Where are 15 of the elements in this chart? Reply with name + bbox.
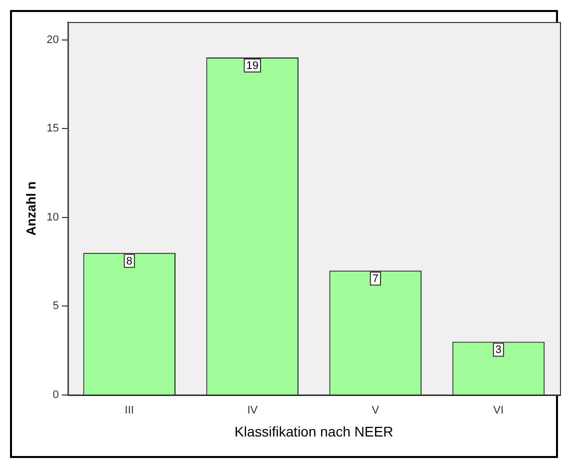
x-tick-label: III bbox=[124, 404, 134, 417]
data-label: 8 bbox=[126, 255, 132, 268]
y-tick-label: 20 bbox=[46, 34, 59, 46]
x-tick-label: IV bbox=[247, 404, 258, 417]
data-label: 19 bbox=[246, 60, 259, 72]
y-axis-title: Anzahl n bbox=[23, 181, 38, 236]
x-tick-label: V bbox=[372, 404, 380, 417]
y-tick-label: 15 bbox=[46, 122, 59, 135]
y-tick-label: 5 bbox=[52, 300, 59, 312]
y-tick-label: 10 bbox=[46, 211, 59, 224]
y-tick-label: 0 bbox=[52, 389, 59, 402]
data-label: 3 bbox=[495, 344, 502, 356]
x-axis-title: Klassifikation nach NEER bbox=[234, 423, 394, 440]
data-label: 7 bbox=[372, 273, 378, 286]
x-tick-label: VI bbox=[493, 404, 504, 417]
